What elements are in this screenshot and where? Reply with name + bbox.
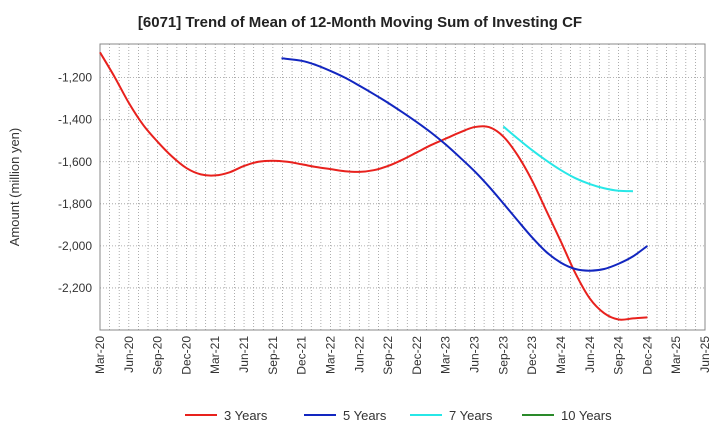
series-line-5-years [281,57,648,272]
x-tick-label: Jun-22 [352,336,366,373]
x-tick-label: Mar-20 [93,336,107,374]
x-tick-label: Mar-21 [208,336,222,374]
legend-label-3-years: 3 Years [224,408,268,423]
series-line-7-years [502,125,634,193]
legend: 3 Years 5 Years 7 Years 10 Years [185,408,612,423]
series-line-3-years [99,51,648,321]
y-tick-label: -2,000 [58,239,92,253]
x-tick-label: Mar-24 [554,336,568,374]
chart-title: [6071] Trend of Mean of 12-Month Moving … [137,14,583,31]
gridlines [100,44,705,330]
x-tick-label: Jun-20 [122,336,136,373]
x-axis-ticks: Mar-20 Jun-20 Sep-20 Dec-20 Mar-21 Jun-21 Sep-… [93,336,712,375]
y-tick-label: -1,600 [58,155,92,169]
x-tick-label: Dec-22 [410,336,424,375]
x-tick-label: Jun-21 [237,336,251,373]
x-tick-label: Sep-20 [151,336,165,375]
x-tick-label: Dec-20 [179,336,193,375]
y-tick-label: -1,800 [58,197,92,211]
legend-label-5-years: 5 Years [343,408,387,423]
x-tick-label: Sep-24 [612,336,626,375]
y-tick-label: -1,200 [58,71,92,85]
x-tick-label: Sep-22 [381,336,395,375]
y-axis-title: Amount (million yen) [7,128,22,247]
x-tick-label: Mar-23 [439,336,453,374]
x-tick-label: Dec-21 [295,336,309,375]
x-tick-label: Sep-23 [496,336,510,375]
x-tick-label: Jun-23 [468,336,482,373]
x-tick-label: Jun-25 [698,336,712,373]
legend-label-7-years: 7 Years [449,408,493,423]
legend-label-10-years: 10 Years [561,408,612,423]
y-axis-ticks: -1,200 -1,400 -1,600 -1,800 -2,000 -2,200 [58,71,92,295]
x-tick-label: Sep-21 [266,336,280,375]
x-tick-label: Mar-22 [323,336,337,374]
x-tick-label: Dec-23 [525,336,539,375]
x-tick-label: Jun-24 [583,336,597,373]
y-tick-label: -2,200 [58,281,92,295]
series-lines [99,51,648,321]
plot-area [99,43,706,331]
x-tick-label: Dec-24 [640,336,654,375]
x-tick-label: Mar-25 [669,336,683,374]
y-tick-label: -1,400 [58,113,92,127]
